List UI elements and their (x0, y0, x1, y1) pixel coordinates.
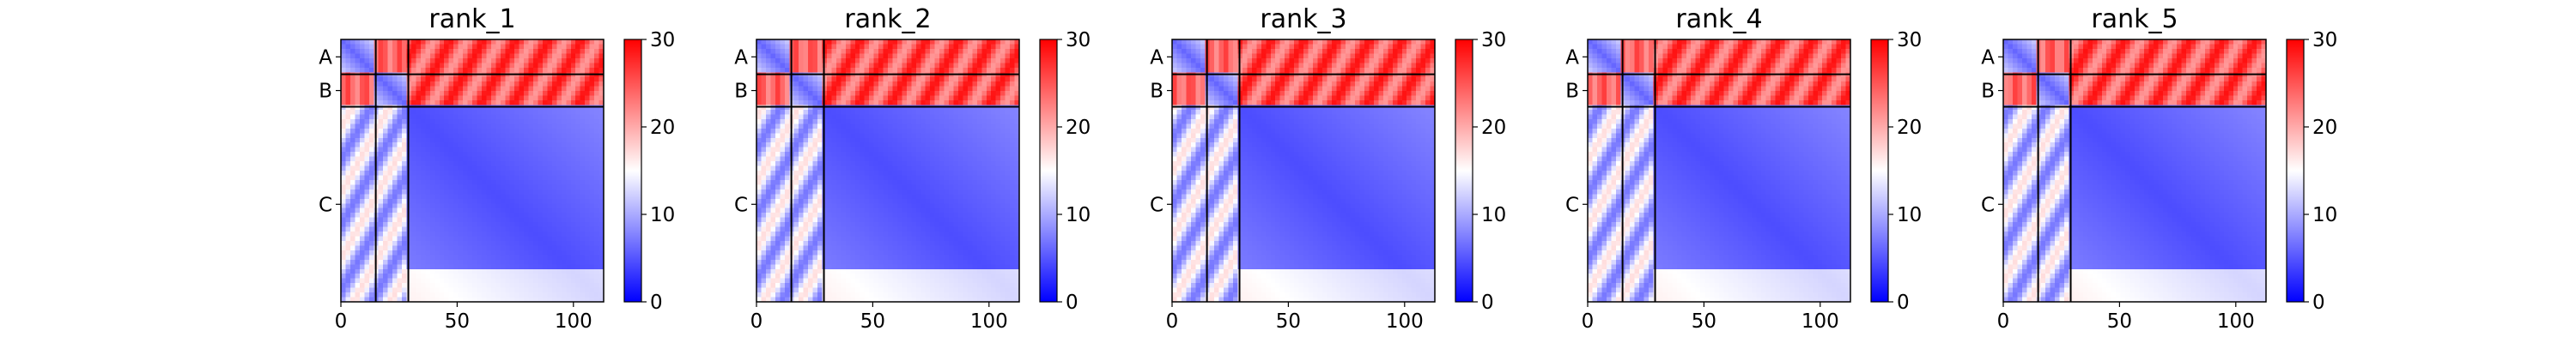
colorbar-tick-label: 20 (1897, 117, 1922, 139)
panel-1: rank_1 AB C 0 50 100 0 10 20 30 (319, 4, 675, 333)
colorbar-tick-label: 20 (1481, 117, 1506, 139)
chain-label-B: B (1981, 81, 1995, 103)
colorbar-tick-label: 30 (1066, 29, 1091, 51)
chain-label-C: C (1150, 194, 1163, 216)
chain-boundaries (2003, 39, 2266, 302)
heatmap-cells (756, 39, 1020, 303)
colorbar-tick-label: 0 (1897, 292, 1910, 314)
chain-label-B: B (1565, 81, 1579, 103)
panel-5: rank_5 AB C 0 50 100 0 10 20 30 (1981, 4, 2337, 333)
colorbar-tick-label: 20 (650, 117, 675, 139)
chain-label-C: C (1981, 194, 1995, 216)
x-tick-label: 50 (860, 310, 885, 333)
colorbar-tick-label: 30 (2312, 29, 2337, 51)
plot-frame (756, 39, 1020, 303)
colorbar: 0 10 20 30 (623, 29, 675, 314)
plot-frame (1171, 39, 1436, 303)
colorbar: 0 10 20 30 (1870, 29, 1922, 314)
chain-label-B: B (734, 81, 748, 103)
x-tick-label: 50 (2107, 310, 2132, 333)
plot-frame (1587, 39, 1851, 303)
chain-label-C: C (734, 194, 748, 216)
x-tick-label: 100 (970, 310, 1008, 333)
chain-boundaries (341, 39, 604, 302)
colorbar-tick-label: 0 (1481, 292, 1494, 314)
colorbar: 0 10 20 30 (1039, 29, 1091, 314)
panel-2: rank_2 AB C 0 50 100 0 10 20 30 (734, 4, 1091, 333)
panel-4: rank_4 AB C 0 50 100 0 10 20 30 (1565, 4, 1922, 333)
colorbar-tick-label: 20 (2312, 117, 2337, 139)
x-tick-label: 50 (1276, 310, 1301, 333)
chain-boundaries (1172, 39, 1435, 302)
chain-label-B: B (1150, 81, 1163, 103)
colorbar-tick-label: 0 (1066, 292, 1078, 314)
heatmap-cells (1588, 39, 1851, 303)
x-tick-label: 0 (1997, 310, 2010, 333)
panel-title: rank_5 (2091, 4, 2178, 34)
x-tick-label: 100 (1801, 310, 1839, 333)
colorbar: 0 10 20 30 (1455, 29, 1506, 314)
panel-title: rank_2 (844, 4, 931, 34)
x-tick-label: 0 (335, 310, 348, 333)
chain-label-A: A (734, 46, 748, 69)
heatmap-cells (341, 39, 605, 303)
colorbar-tick-label: 20 (1066, 117, 1091, 139)
plot-frame (2002, 39, 2267, 303)
colorbar: 0 10 20 30 (2286, 29, 2337, 314)
x-tick-label: 0 (1166, 310, 1179, 333)
chain-label-C: C (1565, 194, 1579, 216)
chain-label-C: C (319, 194, 332, 216)
colorbar-tick-label: 10 (1481, 204, 1506, 226)
chain-boundaries (756, 39, 1019, 302)
panel-title: rank_1 (428, 4, 515, 34)
heatmap-cells (2003, 39, 2267, 303)
panel-title: rank_4 (1675, 4, 1762, 34)
x-tick-label: 50 (1692, 310, 1716, 333)
colorbar-tick-label: 10 (1897, 204, 1922, 226)
x-tick-label: 50 (445, 310, 470, 333)
x-tick-label: 100 (555, 310, 592, 333)
colorbar-tick-label: 0 (650, 292, 663, 314)
chain-label-A: A (1150, 46, 1163, 69)
x-tick-label: 100 (2217, 310, 2255, 333)
chain-label-A: A (1981, 46, 1995, 69)
chain-label-A: A (1565, 46, 1579, 69)
panel-title: rank_3 (1260, 4, 1346, 34)
colorbar-tick-label: 30 (1897, 29, 1922, 51)
colorbar-tick-label: 30 (650, 29, 675, 51)
panel-3: rank_3 AB C 0 50 100 0 10 20 30 (1150, 4, 1506, 333)
colorbar-tick-label: 10 (2312, 204, 2337, 226)
chain-boundaries (1588, 39, 1850, 302)
colorbar-tick-label: 10 (1066, 204, 1091, 226)
x-tick-label: 0 (750, 310, 763, 333)
chain-label-A: A (319, 46, 332, 69)
heatmap-cells (1172, 39, 1436, 303)
x-tick-label: 0 (1582, 310, 1595, 333)
colorbar-tick-label: 0 (2312, 292, 2325, 314)
x-tick-label: 100 (1386, 310, 1424, 333)
chain-label-B: B (319, 81, 332, 103)
colorbar-tick-label: 30 (1481, 29, 1506, 51)
colorbar-tick-label: 10 (650, 204, 675, 226)
plot-frame (340, 39, 605, 303)
